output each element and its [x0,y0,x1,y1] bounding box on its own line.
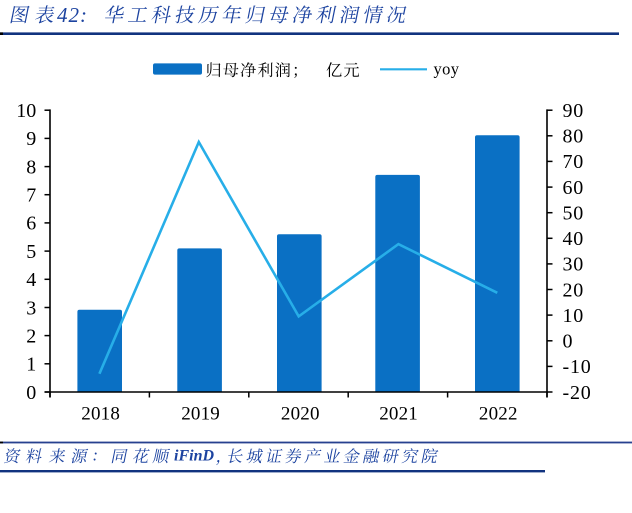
svg-text::: : [93,445,99,464]
svg-text:-20: -20 [563,382,592,404]
svg-text:3: 3 [26,297,36,319]
svg-text:0: 0 [563,331,574,353]
svg-text:2: 2 [26,325,36,347]
svg-text:iFinD: iFinD [174,447,214,464]
svg-text:2022: 2022 [479,404,518,425]
svg-text:4: 4 [26,269,36,291]
svg-text:yoy: yoy [434,60,460,79]
svg-text:6: 6 [26,213,36,235]
svg-text:9: 9 [26,128,36,150]
svg-text:5: 5 [26,241,36,263]
svg-text:40: 40 [563,228,585,250]
svg-text:2020: 2020 [281,404,320,425]
svg-text:60: 60 [563,177,585,199]
svg-text:90: 90 [563,100,585,122]
svg-text:0: 0 [26,382,36,404]
svg-text:10: 10 [16,100,36,122]
svg-text:80: 80 [563,126,585,148]
svg-text:50: 50 [563,203,585,225]
svg-text:-10: -10 [563,356,592,378]
svg-text:30: 30 [563,254,585,276]
svg-text:42:: 42: [57,3,88,27]
svg-text:70: 70 [563,151,585,173]
svg-text:2019: 2019 [181,404,220,425]
svg-text:10: 10 [563,305,585,327]
svg-text:7: 7 [26,185,36,207]
svg-text:2018: 2018 [81,404,120,425]
svg-text:20: 20 [563,279,585,301]
svg-text:8: 8 [26,156,36,178]
svg-text:2021: 2021 [379,404,418,425]
svg-text:1: 1 [26,354,36,376]
